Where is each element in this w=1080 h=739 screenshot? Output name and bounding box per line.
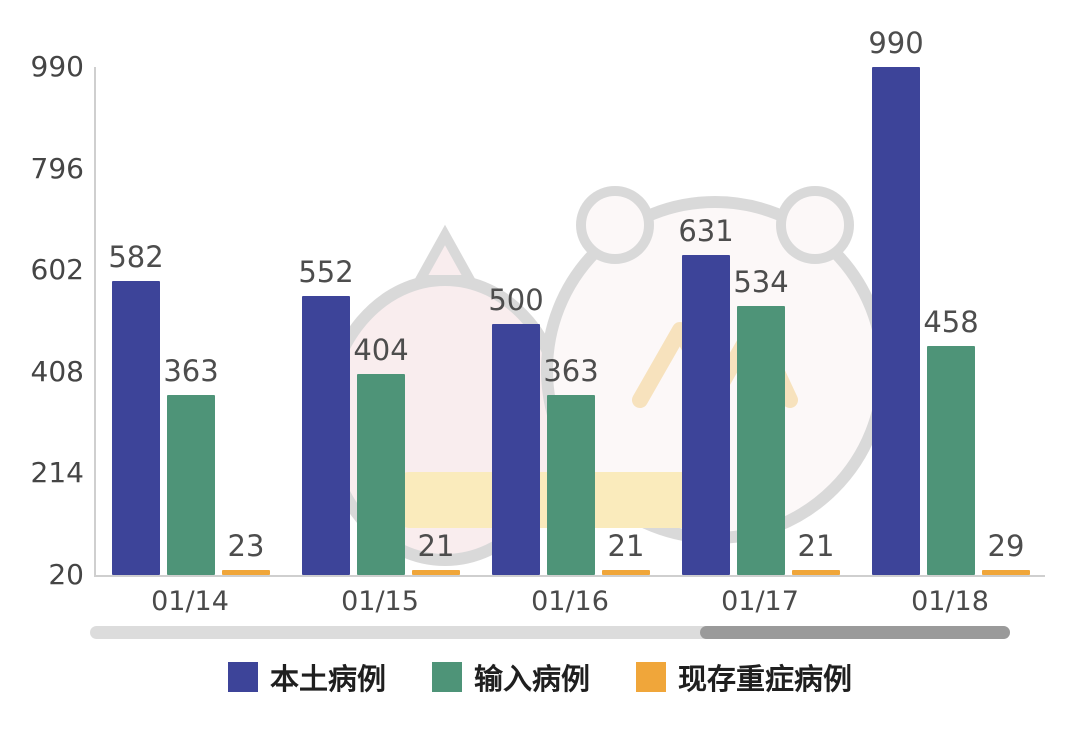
bar-value-label: 23	[227, 529, 265, 563]
bar-现存重症病例-01/16	[602, 570, 650, 575]
bar-输入病例-01/15	[357, 373, 405, 575]
legend-swatch	[636, 662, 666, 692]
bar-本土病例-01/18	[872, 67, 920, 575]
bar-value-label: 21	[417, 529, 455, 563]
legend-label: 本土病例	[269, 662, 386, 696]
bar-现存重症病例-01/17	[792, 570, 840, 575]
bar-value-label: 404	[353, 332, 409, 367]
legend-item-输入病例: 输入病例	[431, 656, 590, 698]
bar-本土病例-01/14	[112, 280, 160, 575]
bar-本土病例-01/17	[682, 255, 730, 575]
bar-输入病例-01/17	[737, 305, 785, 575]
bar-现存重症病例-01/15	[412, 570, 460, 575]
legend-swatch	[431, 662, 462, 692]
bar-本土病例-01/16	[492, 323, 540, 575]
chart-scrollbar-thumb[interactable]	[700, 626, 1010, 639]
bar-现存重症病例-01/18	[982, 570, 1030, 575]
y-axis-tick-label: 408	[30, 354, 84, 388]
chart-scrollbar-track[interactable]	[90, 626, 1010, 639]
bar-value-label: 29	[987, 529, 1025, 563]
x-axis-tick-label: 01/18	[911, 586, 989, 617]
y-axis-tick-label: 214	[30, 456, 84, 490]
bar-value-label: 21	[607, 529, 645, 563]
y-axis-tick-label: 20	[48, 558, 84, 591]
chart-legend: 本土病例 输入病例 现存重症病例	[0, 652, 1080, 702]
y-axis-tick-label: 990	[30, 50, 84, 83]
bar-本土病例-01/15	[302, 296, 350, 575]
x-axis-line	[94, 575, 1045, 577]
bar-value-label: 631	[678, 214, 734, 248]
bar-value-label: 552	[298, 255, 354, 290]
y-axis-tick-label: 796	[30, 151, 84, 185]
legend-swatch	[227, 662, 258, 692]
x-axis-tick-label: 01/16	[531, 586, 609, 617]
bar-value-label: 534	[733, 264, 789, 299]
bar-输入病例-01/16	[547, 395, 595, 575]
bar-输入病例-01/18	[927, 345, 975, 575]
bar-输入病例-01/14	[167, 395, 215, 575]
bar-value-label: 500	[488, 282, 544, 317]
bar-value-label: 363	[543, 354, 599, 389]
bar-value-label: 990	[868, 26, 924, 60]
bar-value-label: 21	[797, 529, 835, 563]
bar-现存重症病例-01/14	[222, 570, 270, 575]
bar-value-label: 458	[923, 304, 979, 339]
x-axis-tick-label: 01/14	[151, 586, 229, 617]
legend-item-现存重症病例: 现存重症病例	[636, 656, 852, 698]
legend-item-本土病例: 本土病例	[227, 656, 386, 698]
x-axis-tick-label: 01/17	[721, 586, 799, 617]
legend-label: 输入病例	[473, 662, 590, 696]
y-axis-line	[94, 67, 96, 577]
legend-label: 现存重症病例	[678, 662, 853, 696]
bar-value-label: 363	[163, 354, 219, 389]
x-axis-tick-label: 01/15	[341, 586, 419, 617]
y-axis-tick-label: 602	[30, 253, 84, 287]
bar-value-label: 582	[108, 239, 164, 274]
